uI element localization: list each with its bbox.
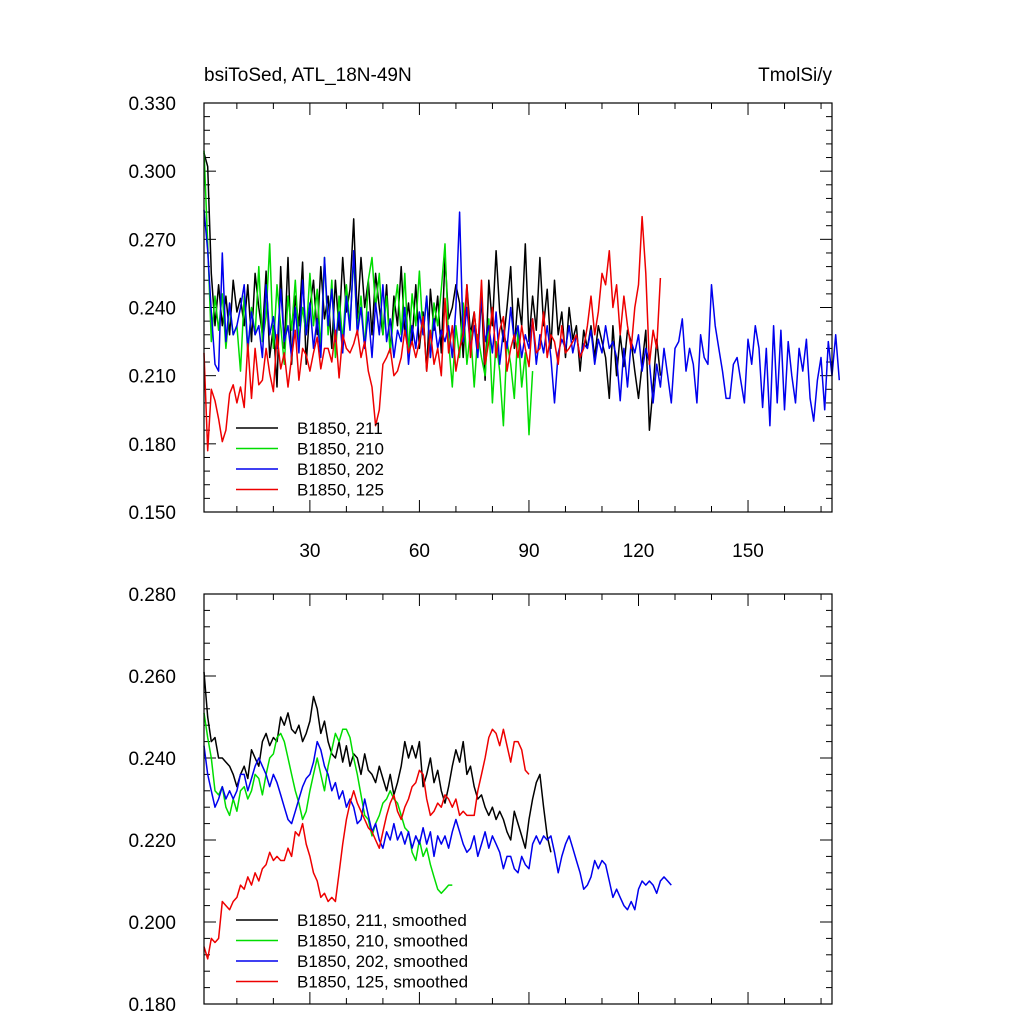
top-series-line-0	[203, 152, 662, 431]
top-y-tick-label: 0.300	[128, 162, 176, 183]
bottom-plot-frame	[203, 593, 833, 1005]
top-plot-frame	[203, 102, 833, 513]
top-panel-title-right: TmolSi/y	[758, 65, 832, 86]
bottom-legend-label-2: B1850, 202, smoothed	[297, 952, 468, 971]
bottom-y-tick-label: 0.200	[128, 913, 176, 934]
bottom-legend: B1850, 211, smoothed B1850, 210, smoothed…	[236, 911, 468, 992]
bottom-y-tick-label: 0.280	[128, 585, 176, 606]
top-axis-ticks: 0.150 0.180 0.210 0.240 0.270 0.300 0.330 30 60 9…	[128, 94, 832, 562]
bottom-y-tick-label: 0.220	[128, 831, 176, 852]
top-series-line-3	[203, 215, 662, 452]
bottom-legend-label-3: B1850, 125, smoothed	[297, 973, 468, 992]
top-y-tick-label: 0.180	[128, 435, 176, 456]
top-x-tick-label: 60	[409, 541, 430, 562]
top-panel: bsiToSed, ATL_18N-49N TmolSi/y 0.150 0.18…	[128, 65, 841, 562]
top-x-tick-label: 120	[623, 541, 655, 562]
bottom-y-tick-label: 0.260	[128, 667, 176, 688]
top-series-group	[203, 150, 841, 452]
bottom-legend-label-0: B1850, 211, smoothed	[297, 911, 467, 930]
top-series-line-2	[203, 209, 841, 427]
top-legend-label-1: B1850, 210	[297, 440, 384, 459]
top-panel-title-left: bsiToSed, ATL_18N-49N	[204, 65, 412, 86]
top-y-tick-label: 0.210	[128, 367, 176, 388]
bottom-series-line-2	[203, 740, 672, 911]
top-y-tick-label: 0.240	[128, 299, 176, 320]
top-y-tick-label: 0.270	[128, 230, 176, 251]
bottom-legend-label-1: B1850, 210, smoothed	[297, 932, 468, 951]
top-x-tick-label: 90	[518, 541, 539, 562]
top-legend-label-2: B1850, 202	[297, 460, 384, 479]
top-x-tick-label: 30	[299, 541, 320, 562]
top-y-tick-label: 0.150	[128, 503, 176, 524]
bottom-y-tick-label: 0.180	[128, 995, 176, 1016]
bottom-series-line-0	[203, 671, 552, 853]
bottom-series-line-3	[203, 728, 530, 960]
top-x-tick-label: 150	[732, 541, 764, 562]
top-legend-label-3: B1850, 125	[297, 481, 384, 500]
bottom-y-tick-label: 0.240	[128, 749, 176, 770]
bottom-series-group	[203, 671, 672, 960]
bottom-panel: 0.180 0.200 0.220 0.240 0.260 0.280 B1850, 21…	[128, 585, 833, 1016]
top-y-tick-label: 0.330	[128, 94, 176, 115]
top-legend-label-0: B1850, 211	[297, 419, 383, 438]
